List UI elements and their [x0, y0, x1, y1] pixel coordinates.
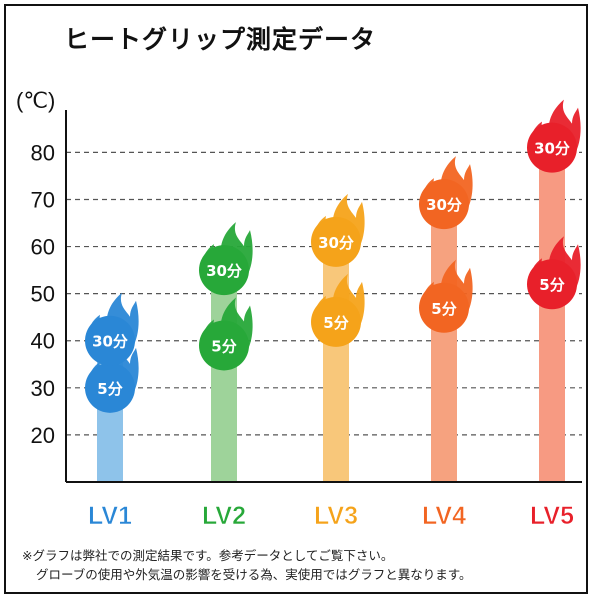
badge-layer: 5分 30分 5分 30分 5分 30分 5分 30分 5分 30分	[85, 99, 581, 413]
flame-badge-lv3-5min: 5分	[311, 273, 365, 347]
y-tick-label-70: 70	[31, 187, 55, 212]
badge-circle	[527, 122, 577, 173]
badge-circle	[311, 216, 361, 267]
badge-label: 30分	[206, 262, 242, 280]
footnote: ※グラフは弊社での測定結果です。参考データとしてご覧下さい。 グローブの使用や外…	[22, 546, 592, 584]
badge-circle	[527, 259, 577, 310]
y-tick-label-40: 40	[31, 329, 55, 354]
badge-circle	[311, 296, 361, 347]
x-category-label-lv2: LV2	[202, 502, 246, 530]
badge-label: 30分	[534, 140, 570, 158]
flame-badge-lv2-5min: 5分	[199, 297, 253, 371]
badge-label: 5分	[431, 300, 456, 318]
bar-lv5	[539, 147, 565, 482]
grid-layer	[66, 151, 582, 436]
badge-label: 5分	[211, 337, 236, 355]
flame-badge-lv1-30min: 30分	[85, 292, 139, 366]
y-tick-label-80: 80	[31, 140, 55, 165]
badge-circle	[199, 320, 249, 371]
badge-circle	[85, 315, 135, 366]
badge-label: 5分	[539, 276, 564, 294]
x-category-label-lv3: LV3	[314, 502, 358, 530]
x-category-label-lv5: LV5	[530, 502, 574, 530]
x-category-label-lv4: LV4	[422, 502, 466, 530]
y-tick-label-20: 20	[31, 423, 55, 448]
flame-badge-lv5-5min: 5分	[527, 236, 581, 310]
badge-circle	[199, 245, 249, 296]
y-tick-label-60: 60	[31, 235, 55, 260]
badge-label: 5分	[97, 380, 122, 398]
chart-title: ヒートグリップ測定データ	[64, 25, 377, 54]
footnote-line-2: グローブの使用や外気温の影響を受ける為、実使用ではグラフと異なります。	[36, 567, 472, 582]
x-category-label-lv1: LV1	[88, 502, 132, 530]
flame-badge-lv1-5min: 5分	[85, 339, 139, 413]
badge-circle	[419, 179, 469, 230]
chart-frame	[4, 4, 588, 594]
badge-label: 5分	[323, 314, 348, 332]
flame-badge-lv2-30min: 30分	[199, 222, 253, 296]
bar-lv4	[431, 204, 457, 482]
badge-circle	[419, 282, 469, 333]
axis-layer: 20 30 40 50 60 70 80 LV1 LV2 LV3 LV4 LV5	[31, 110, 582, 530]
badge-label: 30分	[318, 234, 354, 252]
y-tick-label-50: 50	[31, 282, 55, 307]
flame-badge-lv3-30min: 30分	[311, 193, 365, 267]
flame-badge-lv5-30min: 30分	[527, 99, 581, 173]
badge-label: 30分	[92, 333, 128, 351]
badge-circle	[85, 362, 135, 413]
flame-badge-lv4-5min: 5分	[419, 259, 473, 333]
y-axis-unit: (℃)	[16, 88, 56, 113]
badge-label: 30分	[426, 196, 462, 214]
footnote-line-1: ※グラフは弊社での測定結果です。参考データとしてご覧下さい。	[22, 548, 394, 563]
flame-badge-lv4-30min: 30分	[419, 156, 473, 230]
y-tick-label-30: 30	[31, 376, 55, 401]
